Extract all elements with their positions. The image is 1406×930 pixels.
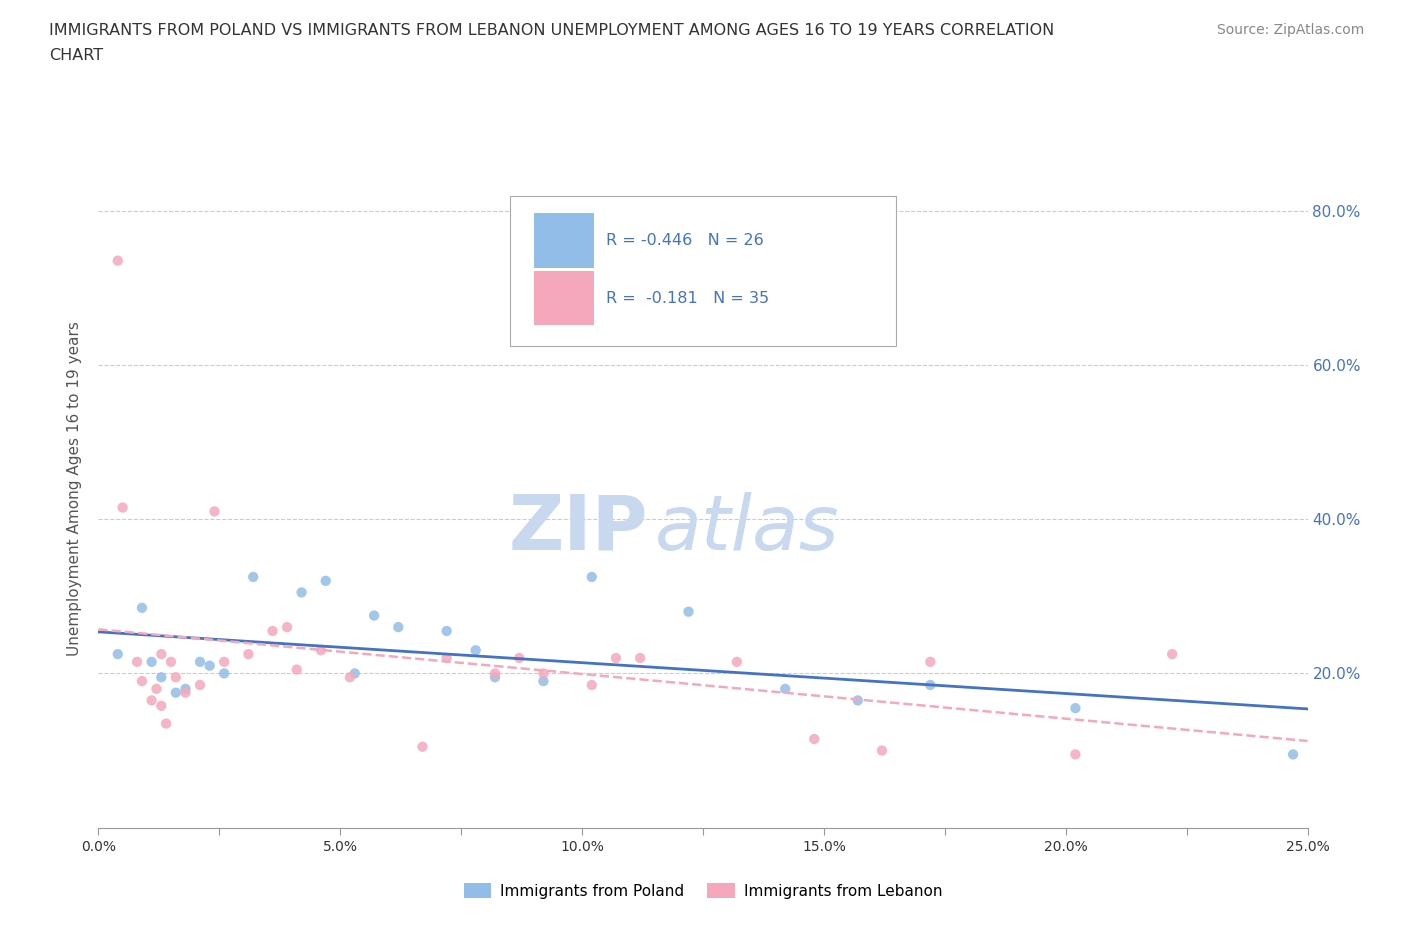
Point bbox=[141, 693, 163, 708]
Text: R =  -0.181   N = 35: R = -0.181 N = 35 bbox=[606, 291, 769, 306]
Point bbox=[290, 585, 312, 600]
Point bbox=[238, 646, 260, 661]
Point bbox=[1161, 646, 1184, 661]
Point bbox=[628, 651, 651, 666]
Text: ZIP: ZIP bbox=[509, 492, 648, 566]
Point bbox=[725, 655, 748, 670]
Text: R = -0.446   N = 26: R = -0.446 N = 26 bbox=[606, 232, 763, 248]
Point bbox=[145, 682, 167, 697]
Point bbox=[188, 678, 211, 693]
FancyBboxPatch shape bbox=[509, 196, 897, 346]
Point bbox=[678, 604, 700, 619]
Point bbox=[920, 655, 942, 670]
Point bbox=[188, 655, 211, 670]
Point bbox=[174, 682, 197, 697]
FancyBboxPatch shape bbox=[534, 213, 595, 268]
Point bbox=[464, 643, 486, 658]
Point bbox=[436, 651, 458, 666]
Point bbox=[508, 651, 530, 666]
Point bbox=[411, 739, 433, 754]
Point bbox=[363, 608, 385, 623]
Point bbox=[531, 673, 554, 688]
Point bbox=[150, 646, 173, 661]
Y-axis label: Unemployment Among Ages 16 to 19 years: Unemployment Among Ages 16 to 19 years bbox=[67, 321, 83, 656]
Point bbox=[242, 569, 264, 584]
Point bbox=[1282, 747, 1305, 762]
Point bbox=[198, 658, 221, 673]
Point bbox=[531, 666, 554, 681]
Point bbox=[309, 643, 332, 658]
Point bbox=[212, 666, 235, 681]
Point bbox=[107, 253, 129, 268]
Point bbox=[484, 666, 506, 681]
Point bbox=[1064, 747, 1087, 762]
Text: atlas: atlas bbox=[655, 492, 839, 566]
Point bbox=[155, 716, 177, 731]
Point bbox=[174, 685, 197, 700]
Point bbox=[581, 569, 603, 584]
Point bbox=[920, 678, 942, 693]
Point bbox=[339, 670, 361, 684]
Point bbox=[803, 732, 825, 747]
Point bbox=[605, 651, 627, 666]
Point bbox=[131, 673, 153, 688]
Point bbox=[107, 646, 129, 661]
Point bbox=[150, 670, 173, 684]
Point bbox=[111, 500, 134, 515]
Point bbox=[387, 619, 409, 634]
Point bbox=[773, 682, 796, 697]
Point bbox=[1064, 700, 1087, 715]
Point bbox=[581, 678, 603, 693]
Point bbox=[141, 655, 163, 670]
Point bbox=[165, 670, 187, 684]
Point bbox=[160, 655, 183, 670]
FancyBboxPatch shape bbox=[534, 271, 595, 326]
Point bbox=[285, 662, 308, 677]
Point bbox=[870, 743, 893, 758]
Text: CHART: CHART bbox=[49, 48, 103, 63]
Point bbox=[846, 693, 869, 708]
Legend: Immigrants from Poland, Immigrants from Lebanon: Immigrants from Poland, Immigrants from … bbox=[457, 877, 949, 905]
Point bbox=[127, 655, 149, 670]
Text: Source: ZipAtlas.com: Source: ZipAtlas.com bbox=[1216, 23, 1364, 37]
Point bbox=[262, 623, 284, 638]
Point bbox=[343, 666, 366, 681]
Point bbox=[484, 670, 506, 684]
Point bbox=[212, 655, 235, 670]
Point bbox=[436, 623, 458, 638]
Point bbox=[150, 698, 173, 713]
Point bbox=[315, 574, 337, 589]
Text: IMMIGRANTS FROM POLAND VS IMMIGRANTS FROM LEBANON UNEMPLOYMENT AMONG AGES 16 TO : IMMIGRANTS FROM POLAND VS IMMIGRANTS FRO… bbox=[49, 23, 1054, 38]
Point bbox=[131, 601, 153, 616]
Point bbox=[204, 504, 226, 519]
Point bbox=[165, 685, 187, 700]
Point bbox=[276, 619, 298, 634]
